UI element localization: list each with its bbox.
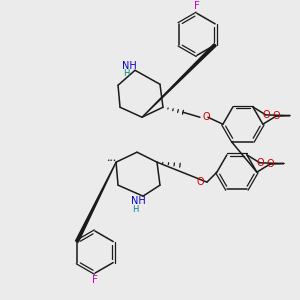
Text: •••: ••• xyxy=(106,158,116,163)
Text: H: H xyxy=(132,205,138,214)
Text: O: O xyxy=(256,158,264,168)
Text: O: O xyxy=(272,111,280,121)
Polygon shape xyxy=(142,44,216,117)
Text: O: O xyxy=(266,159,274,169)
Text: NH: NH xyxy=(122,61,136,71)
Text: F: F xyxy=(194,2,200,11)
Text: O: O xyxy=(196,177,204,187)
Polygon shape xyxy=(76,162,116,242)
Text: NH: NH xyxy=(130,196,146,206)
Text: H: H xyxy=(123,69,129,78)
Text: O: O xyxy=(202,112,210,122)
Text: O: O xyxy=(262,110,270,120)
Text: F: F xyxy=(92,275,98,285)
